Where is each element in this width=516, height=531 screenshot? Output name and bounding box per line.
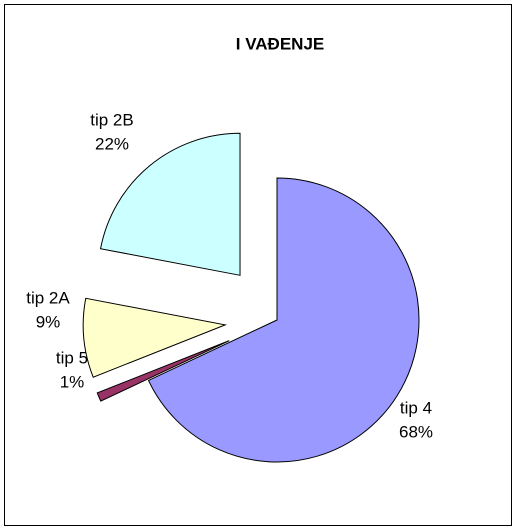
pie-slice xyxy=(82,297,228,378)
pie-slice xyxy=(96,340,230,402)
pie-slice xyxy=(147,177,420,463)
slice-label: tip 2A xyxy=(26,288,70,307)
slice-value-label: 9% xyxy=(36,312,61,331)
slice-value-label: 1% xyxy=(60,372,85,391)
slice-value-label: 68% xyxy=(399,422,433,441)
slice-label: tip 4 xyxy=(400,398,432,417)
chart-title: I VAĐENJE xyxy=(236,34,325,53)
pie-slice xyxy=(99,132,241,276)
slice-label: tip 5 xyxy=(56,348,88,367)
slice-value-label: 22% xyxy=(95,134,129,153)
slice-label: tip 2B xyxy=(90,110,133,129)
